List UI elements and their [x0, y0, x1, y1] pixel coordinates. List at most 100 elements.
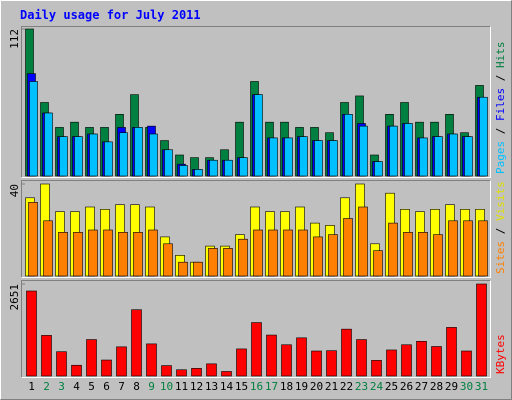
bar [239, 157, 248, 177]
bar [401, 344, 412, 377]
bar [254, 94, 263, 177]
bar [209, 159, 218, 177]
bar [358, 206, 368, 277]
bar [86, 339, 97, 377]
x-tick-label: 22 [340, 380, 353, 393]
bar [284, 137, 293, 177]
bar [478, 220, 488, 277]
bar [221, 371, 232, 377]
bar [373, 250, 383, 277]
bar [29, 81, 38, 177]
x-tick-label: 13 [205, 380, 218, 393]
bar [448, 220, 458, 277]
bar [283, 229, 293, 277]
bar [28, 202, 38, 277]
x-tick-label: 27 [415, 380, 428, 393]
bar [449, 133, 458, 177]
bar [434, 136, 443, 177]
bar [133, 232, 143, 277]
bar [419, 137, 428, 177]
x-tick-label: 17 [265, 380, 278, 393]
bar [344, 114, 353, 177]
bar [134, 127, 143, 177]
x-tick-label: 7 [118, 380, 125, 393]
bar [178, 261, 188, 277]
bar [311, 350, 322, 377]
x-tick-label: 8 [133, 380, 140, 393]
panel-bevel [21, 280, 491, 378]
bar [88, 229, 98, 277]
bar [446, 327, 457, 377]
bar [403, 232, 413, 277]
legend-entry: Files [494, 88, 507, 121]
chart-title: Daily usage for July 2011 [20, 8, 201, 22]
x-tick-label: 4 [73, 380, 80, 393]
x-tick-label: 2 [43, 380, 50, 393]
bar [343, 218, 353, 277]
bar [299, 136, 308, 177]
x-tick-label: 21 [325, 380, 338, 393]
bar [298, 229, 308, 277]
bar [194, 169, 203, 177]
bar [191, 368, 202, 377]
bar [44, 112, 53, 177]
x-tick-label: 12 [190, 380, 203, 393]
x-tick-label: 16 [250, 380, 263, 393]
bar [404, 123, 413, 177]
bar [74, 136, 83, 177]
panel-bevel [21, 180, 491, 278]
legend: KBytes [494, 334, 507, 374]
x-tick-label: 23 [355, 380, 368, 393]
x-tick-label: 5 [88, 380, 95, 393]
x-tick-label: 30 [460, 380, 473, 393]
bar [371, 360, 382, 377]
x-tick-label: 14 [220, 380, 234, 393]
bar [463, 220, 473, 277]
legend-entry: Sites [494, 241, 507, 274]
bar [118, 232, 128, 277]
bar [281, 344, 292, 377]
bar [116, 346, 127, 377]
bar [146, 343, 157, 377]
bar [389, 125, 398, 177]
x-tick-label: 3 [58, 380, 65, 393]
legend-entry: KBytes [494, 334, 507, 374]
bar [416, 340, 427, 377]
bar [464, 136, 473, 177]
x-tick-label: 18 [280, 380, 293, 393]
bar [148, 229, 158, 277]
x-tick-label: 9 [148, 380, 155, 393]
bar [329, 140, 338, 177]
panel-bevel [21, 26, 491, 178]
x-tick-label: 10 [160, 380, 173, 393]
x-tick-label: 28 [430, 380, 443, 393]
bar [101, 359, 112, 377]
bar [238, 238, 248, 277]
bar [59, 136, 68, 177]
bar [56, 351, 67, 377]
bar [268, 229, 278, 277]
bar [479, 96, 488, 177]
bar [433, 234, 443, 277]
legend: Pages / Files / Hits [494, 42, 507, 175]
bar [206, 363, 217, 377]
bar [224, 159, 233, 177]
bar [313, 236, 323, 277]
bar [386, 349, 397, 377]
bar [374, 161, 383, 177]
bar [131, 309, 142, 377]
bar [341, 328, 352, 377]
bar [26, 290, 37, 377]
bar [161, 365, 172, 377]
legend-separator: / [494, 221, 507, 241]
x-tick-label: 19 [295, 380, 308, 393]
bar [89, 133, 98, 177]
bar [296, 337, 307, 377]
bar [149, 133, 158, 177]
legend-entry: Hits [494, 42, 507, 69]
bar [431, 346, 442, 377]
x-tick-label: 11 [175, 380, 188, 393]
x-tick-label: 1 [28, 380, 35, 393]
